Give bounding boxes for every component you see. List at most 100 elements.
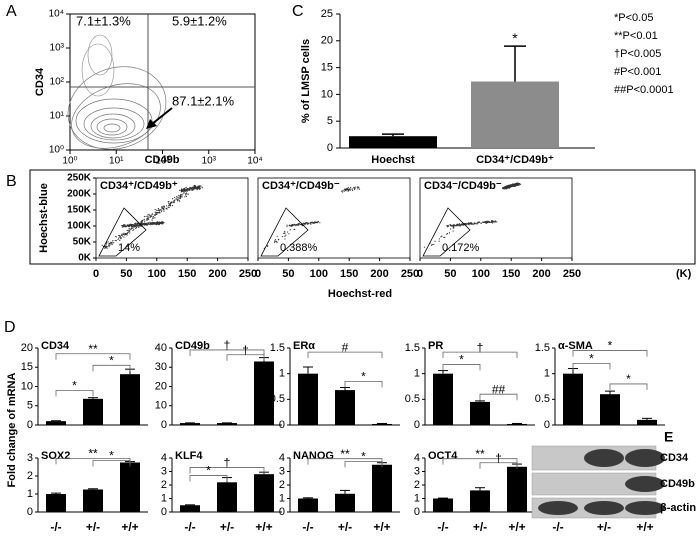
panel-letter: A <box>6 3 17 20</box>
event-dot <box>357 188 359 190</box>
lane-label: +/- <box>597 520 611 534</box>
chart-title: SOX2 <box>41 450 70 462</box>
gate <box>98 207 147 257</box>
event-dot <box>178 200 180 202</box>
bar <box>433 498 453 512</box>
event-dot <box>450 228 452 230</box>
annotation: 87.1±2.1% <box>172 93 235 108</box>
panel-title: CD34⁺/CD49b⁺ <box>100 180 178 192</box>
event-dot <box>183 191 185 193</box>
bar <box>298 498 318 512</box>
chart-title: PR <box>428 340 443 352</box>
event-dot <box>190 187 193 189</box>
x-tick-label: 10³ <box>202 156 217 167</box>
y-axis-label: Hoechst-blue <box>38 183 50 253</box>
event-dot <box>351 188 354 190</box>
event-dot <box>493 221 496 223</box>
event-dot <box>145 215 147 218</box>
event-dot <box>267 244 269 247</box>
event-dot <box>130 228 132 230</box>
event-dot <box>171 201 173 203</box>
gate-label: 0.388% <box>280 242 318 254</box>
event-dot <box>119 239 121 241</box>
significance: ## <box>492 382 506 396</box>
bar <box>120 374 140 425</box>
event-dot <box>132 229 134 231</box>
event-dot <box>482 221 484 224</box>
event-dot <box>508 184 510 186</box>
event-dot <box>480 222 482 224</box>
significance: * <box>206 464 211 478</box>
x-tick-label: 250 <box>239 268 257 280</box>
x-tick-label: +/+ <box>373 520 390 534</box>
significance-bracket <box>92 460 131 467</box>
significance-note: †P<0.005 <box>614 48 661 60</box>
event-dot <box>515 184 517 186</box>
bar <box>349 136 437 148</box>
event-dot <box>111 243 114 245</box>
event-dot <box>147 218 149 220</box>
event-dot <box>112 240 114 242</box>
event-dot <box>191 186 194 189</box>
contour-line <box>81 43 115 97</box>
event-dot <box>344 188 346 190</box>
arrow <box>151 107 173 125</box>
event-dot <box>186 190 188 192</box>
event-dot <box>305 223 307 225</box>
significance: * <box>512 30 518 46</box>
event-dot <box>423 246 426 248</box>
event-dot <box>518 184 520 187</box>
event-dot <box>510 186 512 188</box>
y-tick-label: 1 <box>161 492 167 504</box>
event-dot <box>307 222 309 224</box>
event-dot <box>157 223 160 225</box>
event-dot <box>138 225 140 227</box>
event-dot <box>444 236 446 238</box>
plot-frame <box>257 177 411 259</box>
bar <box>471 81 559 148</box>
event-dot <box>156 209 158 212</box>
x-tick-label: -/- <box>437 520 448 534</box>
event-dot <box>179 189 181 191</box>
event-dot <box>342 189 344 191</box>
chart-title: CD34 <box>41 340 70 352</box>
event-dot <box>174 196 176 198</box>
y-tick-label: 150K <box>67 205 92 216</box>
event-dot <box>175 197 177 200</box>
contour-line <box>71 83 161 149</box>
significance-note: *P<0.05 <box>614 12 653 24</box>
chart-title: CD49b <box>175 340 210 352</box>
event-dot <box>516 182 518 185</box>
event-dot <box>450 225 452 227</box>
event-dot <box>358 186 360 189</box>
y-tick-label: 15 <box>21 361 33 373</box>
y-tick-label: 0 <box>279 506 285 518</box>
event-dot <box>502 187 504 189</box>
event-dot <box>129 232 131 234</box>
significance-bracket <box>307 351 383 359</box>
event-dot <box>506 186 508 189</box>
event-dot <box>184 193 186 195</box>
x-tick-label: 150 <box>178 268 196 280</box>
event-dot <box>155 223 157 225</box>
panel-letter: B <box>6 173 17 190</box>
event-dot <box>128 225 130 228</box>
x-tick-label: 10² <box>155 156 170 167</box>
event-dot <box>105 243 108 245</box>
y-tick-label: 4 <box>414 452 420 464</box>
x-tick-label: +/- <box>86 520 100 534</box>
event-dot <box>133 226 135 228</box>
event-dot <box>276 242 278 244</box>
y-tick-label: 15 <box>321 62 333 74</box>
event-dot <box>505 185 507 188</box>
contour-line <box>87 34 113 76</box>
event-dot <box>313 222 315 224</box>
y-tick-label: 10 <box>155 400 167 412</box>
event-dot <box>452 230 454 232</box>
event-dot <box>286 224 288 226</box>
y-tick-label: 0K <box>78 253 92 264</box>
event-dot <box>141 220 143 222</box>
event-dot <box>161 209 163 211</box>
x-tick-label: 50 <box>444 268 456 280</box>
significance-bracket <box>442 364 481 371</box>
